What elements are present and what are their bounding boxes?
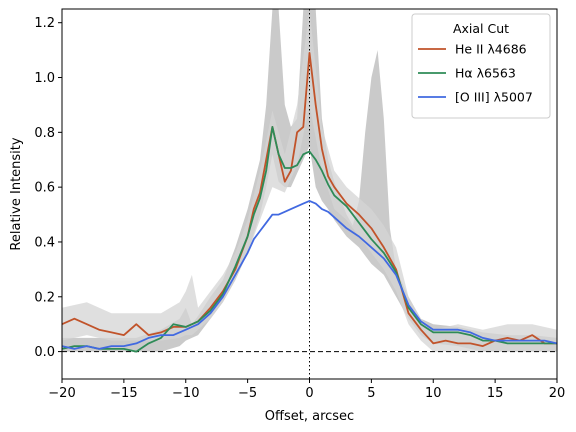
x-tick-label: −20 [48, 386, 75, 401]
legend-label-1: He II λ4686 [455, 42, 527, 57]
y-axis-label: Relative Intensity [9, 137, 24, 250]
x-tick-label: 10 [425, 386, 442, 401]
x-axis-label: Offset, arcsec [265, 409, 354, 424]
legend: Axial Cut He II λ4686 Hα λ6563 [O III] λ50… [411, 13, 551, 119]
x-tick-label: 20 [549, 386, 566, 401]
y-tick-label: 0.2 [34, 290, 55, 305]
y-tick-label: 1.0 [34, 71, 55, 86]
x-tick-label: 0 [305, 386, 313, 401]
x-tick-label: −5 [238, 386, 257, 401]
y-tick-label: 0.0 [34, 345, 55, 360]
y-tick-label: 0.6 [34, 181, 55, 196]
x-tick-label: 15 [487, 386, 504, 401]
legend-frame [411, 13, 551, 119]
legend-title: Axial Cut [453, 21, 509, 36]
x-tick-label: 5 [367, 386, 375, 401]
series-line-2 [62, 126, 557, 353]
x-tick-label: −15 [110, 386, 137, 401]
y-tick-label: 0.8 [34, 126, 55, 141]
legend-label-2: Hα λ6563 [455, 66, 516, 81]
series-line-3 [62, 199, 557, 350]
series-line-1 [62, 52, 557, 348]
legend-label-3: [O III] λ5007 [455, 90, 533, 105]
x-tick-label: −10 [172, 386, 199, 401]
y-tick-label: 0.4 [34, 235, 55, 250]
y-tick-label: 1.2 [34, 16, 55, 31]
